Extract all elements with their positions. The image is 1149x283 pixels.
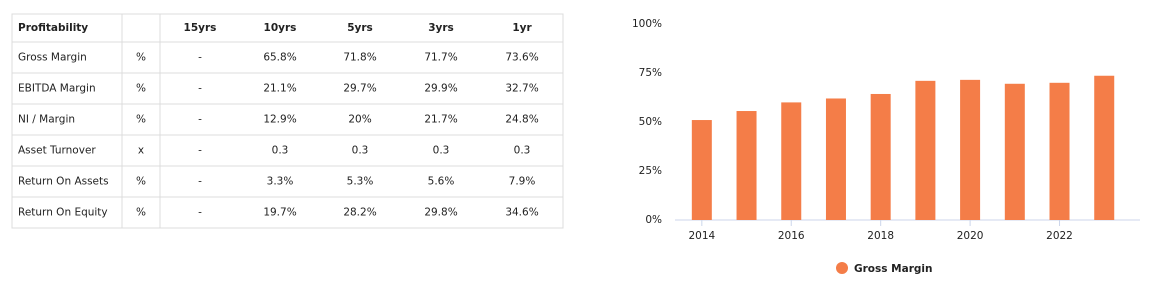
y-tick-label: 100%: [632, 18, 662, 30]
bar: [1049, 82, 1070, 220]
table-cell: 29.7%: [343, 83, 376, 95]
table-cell: Return On Equity: [18, 207, 108, 219]
bar: [691, 120, 712, 220]
bar: [736, 111, 757, 220]
table-cell: -: [198, 114, 202, 126]
table-cell: %: [136, 83, 146, 95]
header-cell: 3yrs: [428, 22, 454, 34]
table-cell: 34.6%: [505, 207, 538, 219]
header-cell: 15yrs: [184, 22, 217, 34]
table-cell: Gross Margin: [18, 52, 87, 64]
table-cell: 7.9%: [509, 176, 536, 188]
table-cell: 0.3: [272, 145, 289, 157]
y-tick-label: 0%: [645, 214, 662, 226]
table-cell: -: [198, 176, 202, 188]
header-cell: Profitability: [18, 22, 88, 34]
table-cell: 3.3%: [267, 176, 294, 188]
table-frame: [11, 13, 564, 229]
x-tick-label: 2020: [957, 230, 984, 242]
table-cell: 32.7%: [505, 83, 538, 95]
table-cell: %: [136, 207, 146, 219]
table-cell: 65.8%: [263, 52, 296, 64]
table-cell: 21.1%: [263, 83, 296, 95]
table-cell: 0.3: [433, 145, 450, 157]
bar: [825, 98, 846, 220]
table-cell: 5.6%: [428, 176, 455, 188]
header-cell: 5yrs: [347, 22, 373, 34]
table-cell: 71.8%: [343, 52, 376, 64]
legend-marker: [836, 262, 848, 274]
table-cell: 71.7%: [424, 52, 457, 64]
table-cell: 19.7%: [263, 207, 296, 219]
x-tick-label: 2016: [778, 230, 805, 242]
table-cell: 28.2%: [343, 207, 376, 219]
y-tick-label: 25%: [639, 165, 662, 177]
y-tick-label: 75%: [639, 67, 662, 79]
header-cell: 10yrs: [264, 22, 297, 34]
table-cell: %: [136, 176, 146, 188]
table-cell: -: [198, 83, 202, 95]
bar: [781, 102, 802, 220]
bar: [915, 80, 936, 220]
table-cell: NI / Margin: [18, 114, 75, 126]
x-tick-label: 2022: [1046, 230, 1073, 242]
table-cell: x: [138, 145, 144, 157]
bar: [870, 93, 891, 220]
table-cell: 5.3%: [347, 176, 374, 188]
x-tick-label: 2018: [867, 230, 894, 242]
table-cell: 29.9%: [424, 83, 457, 95]
table-cell: -: [198, 52, 202, 64]
table-cell: 0.3: [352, 145, 369, 157]
bar: [1094, 75, 1115, 220]
table-cell: 21.7%: [424, 114, 457, 126]
table-cell: %: [136, 114, 146, 126]
table-cell: 12.9%: [263, 114, 296, 126]
table-cell: 0.3: [514, 145, 531, 157]
bar: [1004, 83, 1025, 220]
x-tick-label: 2014: [688, 230, 715, 242]
table-cell: 29.8%: [424, 207, 457, 219]
table-cell: %: [136, 52, 146, 64]
bar: [960, 79, 981, 220]
table-cell: 20%: [348, 114, 371, 126]
table-cell: 24.8%: [505, 114, 538, 126]
y-tick-label: 50%: [639, 116, 662, 128]
table-cell: -: [198, 145, 202, 157]
table-cell: -: [198, 207, 202, 219]
table-cell: EBITDA Margin: [18, 83, 96, 95]
table-cell: 73.6%: [505, 52, 538, 64]
legend-label: Gross Margin: [854, 263, 932, 275]
table-cell: Return On Assets: [18, 176, 109, 188]
header-cell: 1yr: [512, 22, 532, 34]
table-cell: Asset Turnover: [18, 145, 96, 157]
